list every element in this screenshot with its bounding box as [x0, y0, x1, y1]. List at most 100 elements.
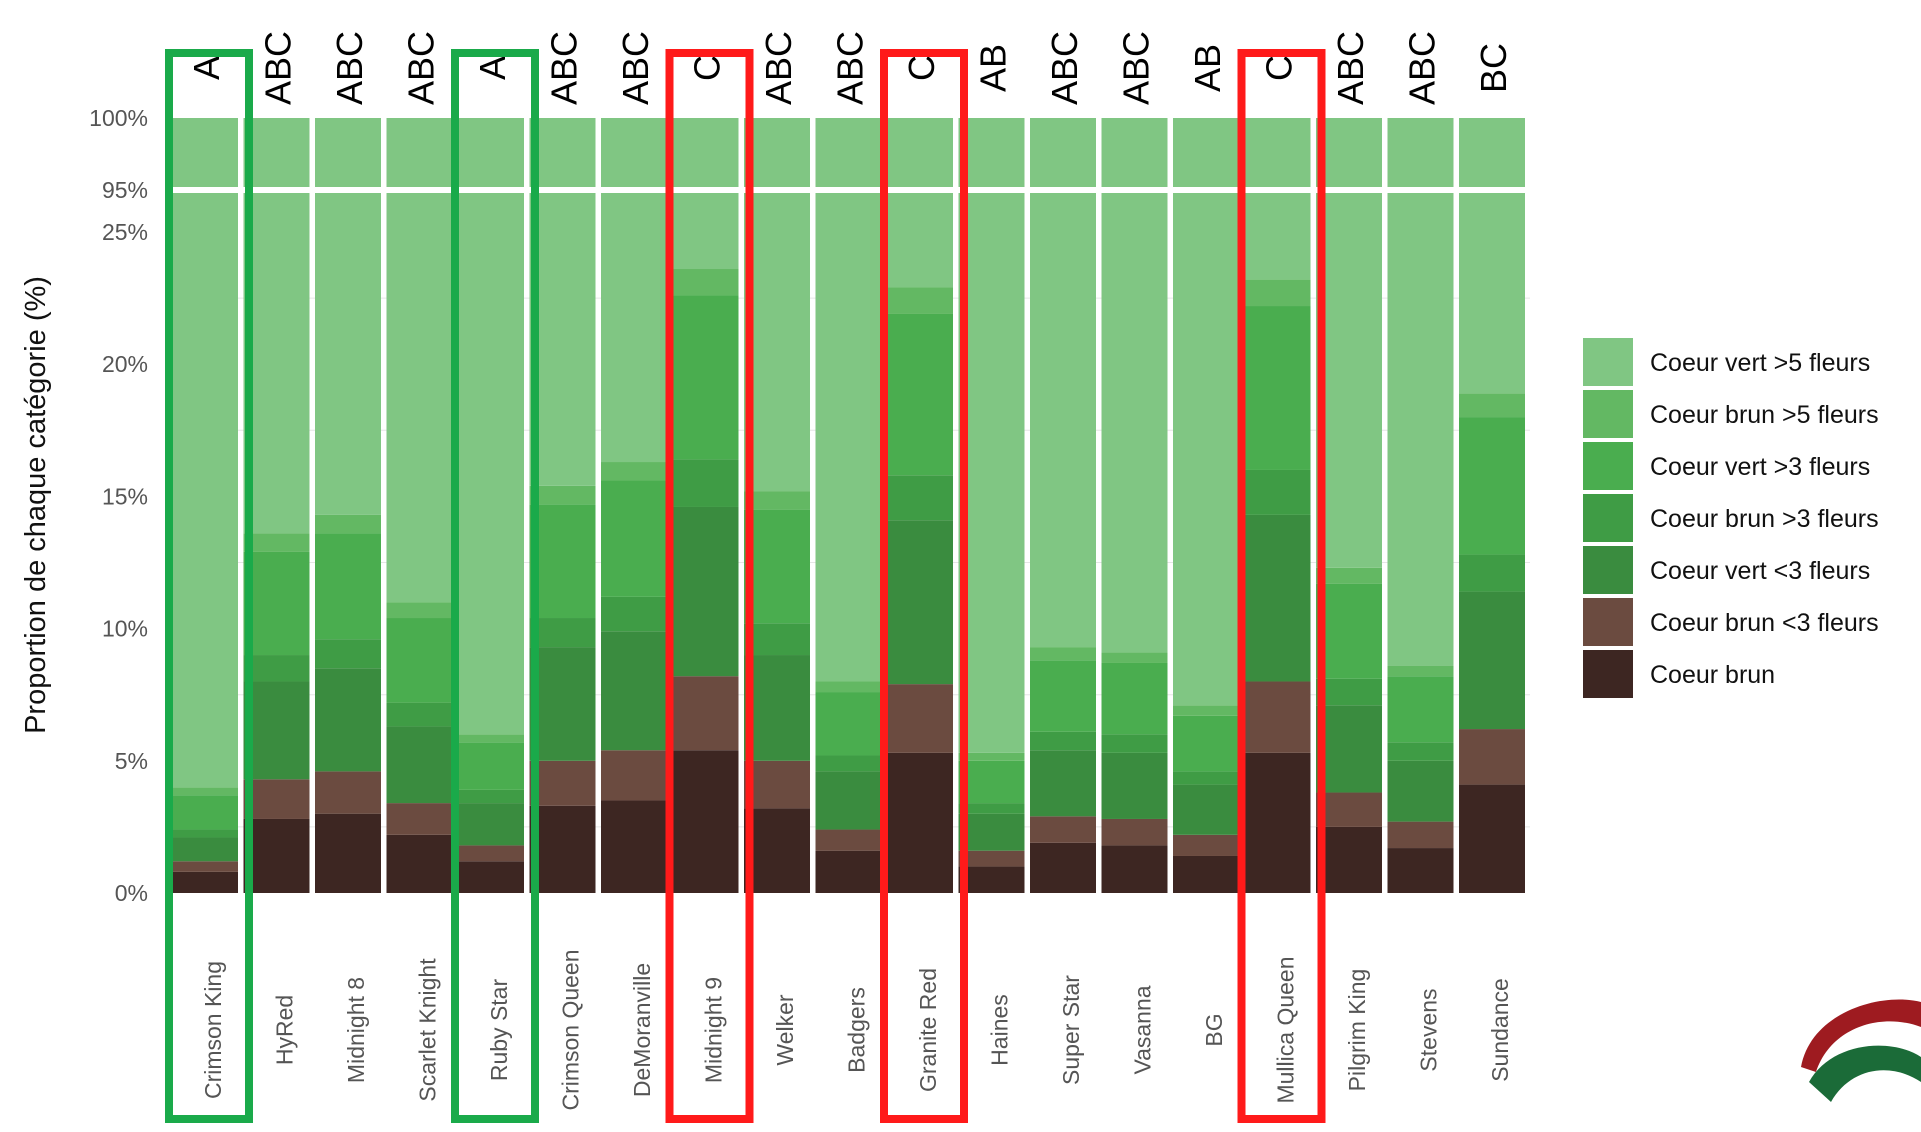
group-letter-bg: AB — [1187, 44, 1228, 92]
bar-segment-stevens-coeur-vert-3-fleurs — [1387, 676, 1454, 743]
bar-segment-granite-red-coeur-vert-3-fleurs — [887, 313, 953, 476]
bar-segment-hyred-coeur-vert-5-fleurs — [243, 118, 310, 534]
x-tick-label-ruby-star: Ruby Star — [486, 979, 512, 1082]
x-tick-label-welker: Welker — [772, 994, 798, 1065]
legend-swatch-coeur-vert-5-fleurs — [1583, 338, 1633, 386]
bar-segment-welker-coeur-brun-3-fleurs — [744, 623, 810, 656]
bar-segment-midnight-9-coeur-vert-3-fleurs — [672, 506, 739, 677]
bar-segment-vasanna-coeur-brun-3-fleurs — [1101, 734, 1168, 753]
bar-segment-pilgrim-king-coeur-brun-5-fleurs — [1316, 567, 1382, 584]
bar-segment-midnight-9-coeur-brun — [672, 750, 739, 893]
x-tick-label-pilgrim-king: Pilgrim King — [1344, 969, 1370, 1092]
x-tick-label-scarlet-knight: Scarlet Knight — [415, 958, 441, 1102]
bar-segment-mullica-queen-coeur-brun — [1244, 752, 1311, 893]
bar-segment-badgers-coeur-brun-3-fleurs — [815, 755, 882, 772]
group-letter-vasanna: ABC — [1116, 31, 1157, 105]
bar-segment-vasanna-coeur-brun-3-fleurs — [1101, 818, 1168, 846]
bar-segment-sundance-coeur-brun — [1459, 784, 1525, 893]
bar-segment-stevens-coeur-vert-3-fleurs — [1387, 760, 1454, 822]
bar-segment-crimson-queen-coeur-brun — [529, 805, 596, 893]
group-letter-midnight-9: C — [687, 55, 728, 81]
bar-segment-haines-coeur-vert-3-fleurs — [958, 813, 1025, 851]
x-tick-label-badgers: Badgers — [844, 987, 870, 1073]
bar-segment-crimson-king-coeur-brun-3-fleurs — [172, 829, 238, 838]
bar-segment-ruby-star-coeur-brun-5-fleurs — [458, 734, 524, 743]
bar-segment-sundance-coeur-brun-3-fleurs — [1459, 729, 1525, 785]
bar-segment-super-star-coeur-vert-5-fleurs — [1030, 118, 1096, 648]
bar-segment-super-star-coeur-vert-3-fleurs — [1030, 660, 1096, 732]
bar-segment-hyred-coeur-brun-3-fleurs — [243, 655, 310, 682]
bar-segment-midnight-8-coeur-brun-3-fleurs — [315, 771, 381, 814]
bar-segment-vasanna-coeur-vert-3-fleurs — [1101, 752, 1168, 819]
group-letter-demoranville: ABC — [615, 31, 656, 105]
bar-segment-scarlet-knight-coeur-brun-3-fleurs — [386, 803, 453, 835]
bar-segment-badgers-coeur-brun — [815, 850, 882, 893]
bar-segment-midnight-8-coeur-vert-3-fleurs — [315, 533, 381, 640]
group-letter-hyred: ABC — [258, 31, 299, 105]
bar-segment-stevens-coeur-brun-5-fleurs — [1387, 665, 1454, 677]
logo-green-arc — [1809, 1045, 1921, 1102]
x-tick-label-crimson-queen: Crimson Queen — [558, 949, 584, 1110]
legend-label-coeur-brun-3-fleurs: Coeur brun <3 fleurs — [1650, 609, 1879, 637]
highlight-box-ruby-star — [451, 49, 539, 1123]
bar-segment-super-star-coeur-brun — [1030, 842, 1096, 893]
legend-swatch-coeur-brun-5-fleurs — [1583, 390, 1633, 438]
bar-segment-super-star-coeur-brun-5-fleurs — [1030, 647, 1096, 661]
bar-segment-midnight-8-coeur-vert-5-fleurs — [315, 118, 381, 515]
bar-segment-hyred-coeur-vert-3-fleurs — [243, 551, 310, 656]
bar-segment-crimson-king-coeur-brun — [172, 871, 238, 893]
y-tick-label: 5% — [115, 748, 148, 774]
x-tick-label-haines: Haines — [987, 994, 1013, 1066]
bar-segment-granite-red-coeur-brun-5-fleurs — [887, 287, 953, 314]
legend-label-coeur-brun: Coeur brun — [1650, 661, 1775, 689]
bar-segment-welker-coeur-brun — [744, 808, 810, 893]
bar-segment-sundance-coeur-brun-3-fleurs — [1459, 554, 1525, 592]
bar-segment-bg-coeur-brun-3-fleurs — [1173, 834, 1239, 856]
bar-segment-ruby-star-coeur-brun-3-fleurs — [458, 845, 524, 862]
bar-segment-haines-coeur-vert-5-fleurs — [958, 118, 1025, 753]
x-tick-label-midnight-9: Midnight 9 — [701, 977, 727, 1083]
axis-break-band — [168, 187, 1530, 193]
bar-segment-demoranville-coeur-brun — [601, 800, 667, 893]
y-tick-label: 10% — [102, 616, 148, 642]
bar-segment-haines-coeur-brun — [958, 866, 1025, 893]
bar-segment-midnight-9-coeur-brun-3-fleurs — [672, 676, 739, 751]
bar-segment-hyred-coeur-brun-5-fleurs — [243, 533, 310, 552]
bar-segment-midnight-9-coeur-brun-3-fleurs — [672, 459, 739, 507]
bar-segment-super-star-coeur-brun-3-fleurs — [1030, 731, 1096, 751]
bar-segment-sundance-coeur-vert-3-fleurs — [1459, 591, 1525, 730]
bar-segment-sundance-coeur-vert-5-fleurs — [1459, 118, 1525, 394]
bar-segment-scarlet-knight-coeur-brun-5-fleurs — [386, 602, 453, 619]
bar-segment-bg-coeur-brun — [1173, 855, 1239, 893]
bar-segment-welker-coeur-brun-5-fleurs — [744, 491, 810, 510]
bar-segment-crimson-king-coeur-vert-3-fleurs — [172, 837, 238, 862]
bar-segment-bg-coeur-brun-3-fleurs — [1173, 771, 1239, 785]
bar-segment-sundance-coeur-vert-3-fleurs — [1459, 417, 1525, 555]
y-tick-label: 15% — [102, 483, 148, 509]
legend-swatch-coeur-vert-3-fleurs — [1583, 546, 1633, 594]
x-tick-label-mullica-queen: Mullica Queen — [1273, 956, 1299, 1103]
bar-segment-vasanna-coeur-vert-3-fleurs — [1101, 662, 1168, 735]
bar-segment-crimson-king-coeur-vert-5-fleurs — [172, 118, 238, 788]
group-letter-crimson-queen: ABC — [544, 31, 585, 105]
bar-segment-badgers-coeur-brun-3-fleurs — [815, 829, 882, 851]
bar-segment-granite-red-coeur-brun-3-fleurs — [887, 475, 953, 521]
bar-segment-mullica-queen-coeur-brun-3-fleurs — [1244, 681, 1311, 753]
y-tick-label: 0% — [115, 880, 148, 906]
x-tick-label-super-star: Super Star — [1058, 975, 1084, 1085]
highlight-box-midnight-9 — [665, 49, 754, 1123]
group-letter-welker: ABC — [758, 31, 799, 105]
legend-label-coeur-vert-3-fleurs: Coeur vert <3 fleurs — [1650, 557, 1870, 585]
bar-segment-midnight-8-coeur-vert-3-fleurs — [315, 668, 381, 772]
bar-segment-sundance-coeur-brun-5-fleurs — [1459, 393, 1525, 418]
bar-segment-ruby-star-coeur-brun — [458, 861, 524, 893]
bar-segment-hyred-coeur-brun — [243, 818, 310, 893]
bar-segment-badgers-coeur-vert-5-fleurs — [815, 118, 882, 682]
bar-segment-crimson-queen-coeur-brun-3-fleurs — [529, 760, 596, 806]
legend-label-coeur-vert-5-fleurs: Coeur vert >5 fleurs — [1650, 349, 1870, 377]
group-letter-stevens: ABC — [1402, 31, 1443, 105]
bar-segment-mullica-queen-coeur-vert-3-fleurs — [1244, 306, 1311, 470]
bar-segment-vasanna-coeur-vert-5-fleurs — [1101, 118, 1168, 653]
y-tick-label: 25% — [102, 219, 148, 245]
bar-segment-ruby-star-coeur-vert-5-fleurs — [458, 118, 524, 735]
